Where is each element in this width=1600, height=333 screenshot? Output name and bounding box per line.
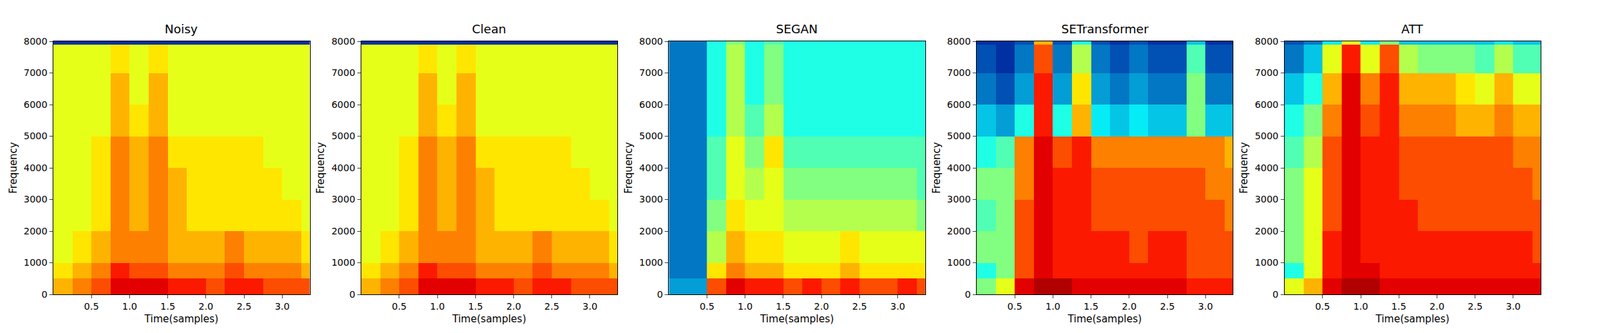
- svg-text:1.0: 1.0: [1045, 301, 1060, 312]
- svg-text:Time(samples): Time(samples): [1374, 313, 1450, 326]
- svg-text:3.0: 3.0: [582, 301, 598, 312]
- svg-text:SETransformer: SETransformer: [1061, 22, 1149, 36]
- svg-text:0: 0: [1272, 289, 1279, 300]
- svg-text:0.5: 0.5: [1315, 301, 1330, 312]
- svg-text:3000: 3000: [24, 194, 48, 205]
- svg-text:6000: 6000: [639, 99, 664, 110]
- svg-text:Frequency: Frequency: [314, 142, 327, 194]
- svg-text:3.0: 3.0: [274, 301, 290, 312]
- svg-text:8000: 8000: [639, 36, 664, 47]
- svg-text:0: 0: [964, 289, 971, 300]
- svg-text:1.5: 1.5: [160, 301, 176, 312]
- svg-text:7000: 7000: [639, 67, 664, 78]
- svg-text:6000: 6000: [24, 99, 48, 110]
- svg-text:2.5: 2.5: [1468, 301, 1483, 312]
- svg-text:2000: 2000: [946, 226, 971, 237]
- svg-text:Time(samples): Time(samples): [144, 313, 219, 326]
- svg-text:3000: 3000: [1254, 194, 1279, 205]
- svg-text:3.0: 3.0: [1198, 301, 1213, 312]
- svg-text:0.5: 0.5: [699, 301, 714, 312]
- svg-text:7000: 7000: [1254, 67, 1279, 78]
- svg-text:7000: 7000: [946, 67, 971, 78]
- svg-text:0: 0: [41, 289, 48, 300]
- svg-text:5000: 5000: [946, 130, 971, 142]
- svg-text:Time(samples): Time(samples): [759, 313, 834, 326]
- svg-text:1.5: 1.5: [776, 301, 791, 312]
- svg-text:Time(samples): Time(samples): [1067, 313, 1142, 326]
- svg-text:3000: 3000: [946, 194, 971, 205]
- svg-text:8000: 8000: [946, 36, 971, 47]
- svg-text:6000: 6000: [946, 99, 971, 110]
- svg-text:1000: 1000: [331, 257, 356, 268]
- svg-text:3000: 3000: [331, 194, 356, 205]
- svg-text:1000: 1000: [639, 257, 664, 268]
- svg-text:4000: 4000: [946, 162, 971, 174]
- svg-text:Time(samples): Time(samples): [452, 313, 527, 326]
- svg-text:2.0: 2.0: [506, 301, 521, 312]
- svg-text:2000: 2000: [24, 226, 48, 237]
- svg-text:6000: 6000: [1254, 99, 1279, 110]
- svg-text:1000: 1000: [946, 257, 971, 268]
- svg-text:2.5: 2.5: [236, 301, 252, 312]
- svg-text:8000: 8000: [1254, 36, 1279, 47]
- svg-text:8000: 8000: [24, 36, 48, 47]
- svg-text:3000: 3000: [639, 194, 664, 205]
- svg-text:2000: 2000: [1254, 226, 1279, 237]
- svg-text:3.0: 3.0: [1506, 301, 1521, 312]
- svg-text:4000: 4000: [24, 162, 48, 174]
- svg-text:7000: 7000: [331, 67, 356, 78]
- svg-text:Frequency: Frequency: [7, 142, 20, 194]
- svg-text:1.0: 1.0: [430, 301, 445, 312]
- svg-text:1.0: 1.0: [738, 301, 753, 312]
- svg-text:4000: 4000: [639, 162, 664, 174]
- svg-text:0: 0: [657, 289, 664, 300]
- svg-text:3.0: 3.0: [890, 301, 905, 312]
- svg-text:2.0: 2.0: [198, 301, 214, 312]
- svg-text:5000: 5000: [331, 130, 356, 142]
- svg-text:4000: 4000: [1254, 162, 1279, 174]
- svg-text:2000: 2000: [639, 226, 664, 237]
- svg-text:0.5: 0.5: [84, 301, 99, 312]
- svg-text:2.0: 2.0: [1122, 301, 1137, 312]
- svg-text:1000: 1000: [24, 257, 48, 268]
- svg-text:2.5: 2.5: [852, 301, 867, 312]
- svg-text:2.0: 2.0: [1429, 301, 1444, 312]
- svg-text:5000: 5000: [24, 130, 48, 142]
- svg-text:SEGAN: SEGAN: [776, 22, 818, 36]
- svg-text:0.5: 0.5: [392, 301, 407, 312]
- svg-text:0.5: 0.5: [1007, 301, 1022, 312]
- svg-text:2.5: 2.5: [544, 301, 560, 312]
- svg-text:8000: 8000: [331, 36, 356, 47]
- svg-text:0: 0: [349, 289, 356, 300]
- svg-text:2.5: 2.5: [1160, 301, 1175, 312]
- svg-text:1.5: 1.5: [1391, 301, 1406, 312]
- svg-text:1.5: 1.5: [468, 301, 483, 312]
- svg-text:Frequency: Frequency: [1238, 142, 1250, 194]
- svg-text:Noisy: Noisy: [164, 22, 198, 36]
- svg-text:Frequency: Frequency: [930, 142, 943, 194]
- svg-text:1.0: 1.0: [1353, 301, 1368, 312]
- svg-text:1000: 1000: [1254, 257, 1279, 268]
- svg-text:2.0: 2.0: [814, 301, 829, 312]
- svg-text:2000: 2000: [331, 226, 356, 237]
- svg-text:1.5: 1.5: [1083, 301, 1098, 312]
- svg-text:Frequency: Frequency: [622, 142, 635, 194]
- svg-text:4000: 4000: [331, 162, 356, 174]
- svg-text:6000: 6000: [331, 99, 356, 110]
- svg-text:ATT: ATT: [1401, 22, 1424, 36]
- svg-text:Clean: Clean: [472, 22, 506, 36]
- svg-text:5000: 5000: [1254, 130, 1279, 142]
- svg-text:7000: 7000: [24, 67, 48, 78]
- svg-text:1.0: 1.0: [122, 301, 137, 312]
- svg-text:5000: 5000: [639, 130, 664, 142]
